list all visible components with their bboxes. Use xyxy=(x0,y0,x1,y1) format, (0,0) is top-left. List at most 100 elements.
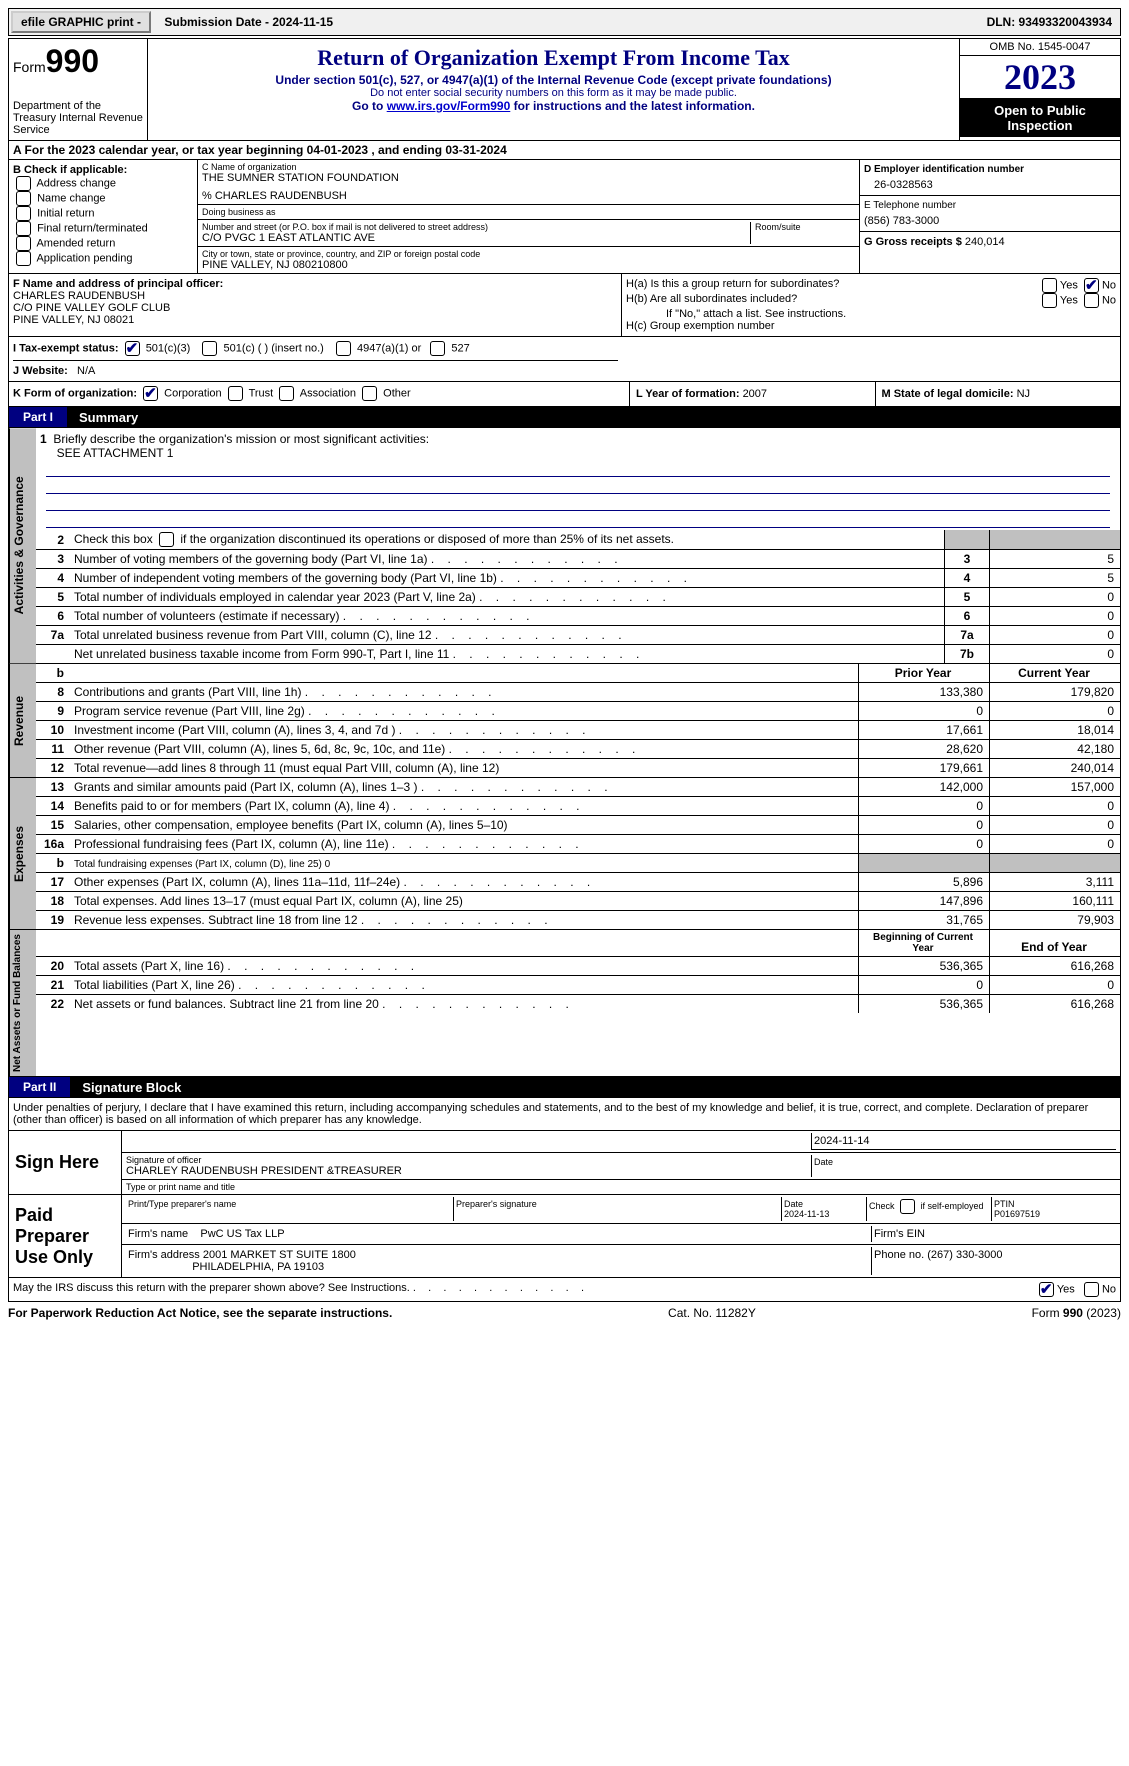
hb-yes[interactable] xyxy=(1042,293,1057,308)
sign-here-label: Sign Here xyxy=(9,1131,122,1194)
website-label: J Website: xyxy=(13,365,71,377)
check-application-pending[interactable] xyxy=(16,251,31,266)
ha-yes[interactable] xyxy=(1042,278,1057,293)
footer-mid: Cat. No. 11282Y xyxy=(668,1306,756,1320)
hb-no[interactable] xyxy=(1084,293,1099,308)
row-a-tax-year: A For the 2023 calendar year, or tax yea… xyxy=(8,141,1121,160)
prep-date: 2024-11-13 xyxy=(784,1209,829,1219)
check-initial-return[interactable] xyxy=(16,206,31,221)
part-1-title: Summary xyxy=(79,410,138,425)
line-16b: Total fundraising expenses (Part IX, col… xyxy=(70,854,859,873)
check-discontinued[interactable] xyxy=(159,532,174,547)
ein-label: D Employer identification number xyxy=(864,164,1116,175)
label-org-name: C Name of organization xyxy=(202,162,855,172)
line-16a: Professional fundraising fees (Part IX, … xyxy=(70,835,859,854)
box-b: B Check if applicable: Address change Na… xyxy=(9,160,198,273)
line-3: Number of voting members of the governin… xyxy=(70,550,945,569)
officer-addr1: C/O PINE VALLEY GOLF CLUB xyxy=(13,302,617,314)
declaration-text: Under penalties of perjury, I declare th… xyxy=(9,1098,1120,1130)
check-amended-return[interactable] xyxy=(16,236,31,251)
part-2-title: Signature Block xyxy=(82,1080,181,1095)
dba-label: Doing business as xyxy=(202,207,855,217)
check-assoc[interactable] xyxy=(279,386,294,401)
line-5: Total number of individuals employed in … xyxy=(70,588,945,607)
may-irs-row: May the IRS discuss this return with the… xyxy=(9,1277,1120,1301)
form-number: Form990 xyxy=(13,43,143,80)
line-2-text: Check this box if the organization disco… xyxy=(74,532,674,546)
room-label: Room/suite xyxy=(755,222,855,232)
website-value: N/A xyxy=(77,365,95,377)
firm-name-label: Firm's name xyxy=(128,1228,191,1240)
hdr-end: End of Year xyxy=(990,930,1121,957)
line-15: Salaries, other compensation, employee b… xyxy=(70,816,859,835)
check-501c3[interactable] xyxy=(125,341,140,356)
h-c-label: H(c) Group exemption number xyxy=(626,320,1116,332)
officer-addr2: PINE VALLEY, NJ 08021 xyxy=(13,314,617,326)
check-final-return[interactable] xyxy=(16,221,31,236)
ein-value: 26-0328563 xyxy=(874,179,1116,191)
section-net-assets: Net Assets or Fund Balances Beginning of… xyxy=(8,930,1121,1077)
prep-sig-label: Preparer's signature xyxy=(453,1197,781,1221)
may-irs-no[interactable] xyxy=(1084,1282,1099,1297)
row-k-l-m: K Form of organization: Corporation Trus… xyxy=(8,382,1121,407)
check-4947[interactable] xyxy=(336,341,351,356)
check-address-change[interactable] xyxy=(16,176,31,191)
may-irs-yes[interactable] xyxy=(1039,1282,1054,1297)
tax-year: 2023 xyxy=(960,56,1120,99)
firm-addr-label: Firm's address xyxy=(128,1249,203,1261)
form-title: Return of Organization Exempt From Incom… xyxy=(152,45,955,71)
phone-value: (856) 783-3000 xyxy=(864,215,1116,227)
tab-revenue: Revenue xyxy=(9,664,36,777)
line-20: Total assets (Part X, line 16) xyxy=(70,957,859,976)
form-990: 990 xyxy=(46,43,99,79)
firm-addr2: PHILADELPHIA, PA 19103 xyxy=(192,1261,324,1273)
box-b-title: B Check if applicable: xyxy=(13,164,193,176)
irs-link[interactable]: www.irs.gov/Form990 xyxy=(387,99,511,113)
header-sub1: Under section 501(c), 527, or 4947(a)(1)… xyxy=(152,73,955,87)
firm-name: PwC US Tax LLP xyxy=(200,1228,284,1240)
line-18: Total expenses. Add lines 13–17 (must eq… xyxy=(70,892,859,911)
check-self-employed[interactable] xyxy=(900,1199,915,1214)
sig-officer-label: Signature of officer xyxy=(126,1155,811,1165)
check-other[interactable] xyxy=(362,386,377,401)
efile-print-button[interactable]: efile GRAPHIC print - xyxy=(11,11,151,33)
dept-treasury: Department of the Treasury Internal Reve… xyxy=(13,100,143,136)
line-8: Contributions and grants (Part VIII, lin… xyxy=(70,683,859,702)
street-label: Number and street (or P.O. box if mail i… xyxy=(202,222,750,232)
h-a-label: H(a) Is this a group return for subordin… xyxy=(626,278,1039,293)
header-sub3: Go to www.irs.gov/Form990 for instructio… xyxy=(152,99,955,113)
check-527[interactable] xyxy=(430,341,445,356)
row-k: K Form of organization: Corporation Trus… xyxy=(9,382,629,406)
line-13: Grants and similar amounts paid (Part IX… xyxy=(70,778,859,797)
city-label: City or town, state or province, country… xyxy=(202,249,855,259)
check-trust[interactable] xyxy=(228,386,243,401)
city: PINE VALLEY, NJ 080210800 xyxy=(202,259,855,271)
prep-date-label: Date xyxy=(784,1199,803,1209)
type-name-label: Type or print name and title xyxy=(122,1179,1120,1194)
part-1-num: Part I xyxy=(9,407,67,427)
sig-date-label: Date xyxy=(811,1155,1116,1177)
ptin-label: PTIN xyxy=(994,1199,1015,1209)
check-501c[interactable] xyxy=(202,341,217,356)
open-inspection: Open to Public Inspection xyxy=(960,99,1120,137)
footer-right: Form 990 (2023) xyxy=(1032,1306,1121,1320)
expenses-table: 13Grants and similar amounts paid (Part … xyxy=(36,778,1120,929)
officer-name-val: CHARLEY RAUDENBUSH PRESIDENT &TREASURER xyxy=(126,1165,811,1177)
org-name: THE SUMNER STATION FOUNDATION xyxy=(202,172,855,184)
box-c: C Name of organization THE SUMNER STATIO… xyxy=(198,160,859,273)
section-activities-governance: Activities & Governance 1 Briefly descri… xyxy=(8,428,1121,664)
sig-date: 2024-11-14 xyxy=(811,1133,1116,1150)
box-g: G Gross receipts $ 240,014 xyxy=(860,232,1120,252)
ha-no[interactable] xyxy=(1084,278,1099,293)
check-corp[interactable] xyxy=(143,386,158,401)
part-2-num: Part II xyxy=(9,1077,70,1097)
hdr-current: Current Year xyxy=(990,664,1121,683)
line-21: Total liabilities (Part X, line 26) xyxy=(70,976,859,995)
top-bar: efile GRAPHIC print - Submission Date - … xyxy=(8,8,1121,36)
right-boxes: D Employer identification number 26-0328… xyxy=(859,160,1120,273)
gross-value: 240,014 xyxy=(965,236,1005,248)
street: C/O PVGC 1 EAST ATLANTIC AVE xyxy=(202,232,750,244)
row-f-h: F Name and address of principal officer:… xyxy=(8,274,1121,337)
row-m: M State of legal domicile: NJ xyxy=(875,382,1121,406)
check-name-change[interactable] xyxy=(16,191,31,206)
